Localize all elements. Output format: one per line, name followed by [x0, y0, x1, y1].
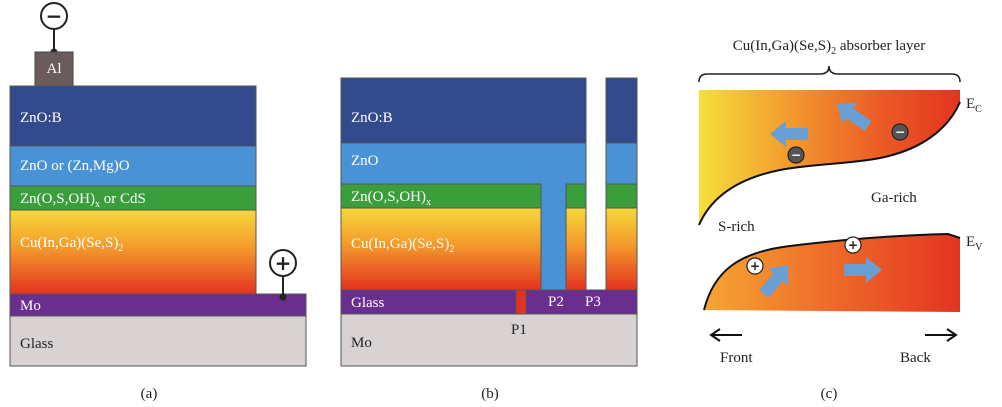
minus-symbol: −	[46, 4, 63, 28]
layer-zno	[9, 145, 257, 187]
b-layer-mo-right	[525, 289, 638, 315]
b-layer-glass	[340, 313, 638, 367]
b-layer-zno-b-right	[605, 77, 638, 144]
minus-terminal-icon	[40, 2, 68, 30]
absorber-title: Cu(In,Ga)(Se,S)2 absorber layer	[733, 38, 925, 57]
svg-text:−: −	[895, 125, 905, 139]
conduction-band-edge	[698, 101, 961, 226]
ga-rich-label: Ga-rich	[871, 190, 917, 206]
electron-1: −	[787, 146, 805, 164]
b-layer-buffer-label: Zn(O,S,OH)x	[351, 189, 431, 208]
back-label: Back	[900, 350, 931, 366]
layer-glass-label: Glass	[20, 336, 53, 352]
b-layer-mo-label: Glass	[351, 295, 384, 311]
b-p1-scribe-fill	[515, 289, 527, 315]
hole-2: +	[746, 257, 764, 275]
hole-icon	[844, 236, 862, 254]
layer-zno-b	[9, 85, 257, 147]
b-layer-absorber-label: Cu(In,Ga)(Se,S)2	[351, 236, 454, 255]
panel-a: − Al ZnO:B ZnO or (Zn,Mg)O Zn(O,S,OH)x o…	[9, 2, 307, 402]
scribe-p2-label: P2	[548, 294, 564, 310]
conduction-band-region	[699, 90, 960, 225]
electron-icon	[891, 123, 909, 141]
ec-label: EC	[966, 96, 982, 115]
panel-b: Mo Glass Cu(In,Ga)(Se,S)2 Zn(O,S,OH)x Zn…	[340, 77, 638, 402]
svg-text:−: −	[791, 148, 801, 162]
caption-b: (b)	[481, 386, 499, 402]
layer-zno-label: ZnO or (Zn,Mg)O	[20, 158, 130, 174]
scribe-p3-label: P3	[585, 294, 601, 310]
b-layer-absorber-right	[605, 207, 638, 291]
absorber-brace	[698, 65, 961, 83]
b-layer-glass-label: Mo	[351, 335, 372, 351]
caption-a: (a)	[141, 386, 158, 402]
layer-glass	[9, 315, 307, 367]
layer-mo	[9, 293, 307, 317]
b-layer-absorber-mid	[565, 207, 587, 291]
al-label: Al	[47, 61, 62, 77]
b-layer-buffer-mid	[565, 183, 587, 209]
b-layer-zno-b	[340, 77, 587, 144]
front-label: Front	[720, 350, 753, 366]
hole-icon	[746, 257, 764, 275]
layer-zno-b-label: ZnO:B	[20, 110, 62, 126]
b-layer-zno	[340, 142, 587, 291]
layer-absorber-label: Cu(In,Ga)(Se,S)2	[20, 235, 123, 254]
panel-c: Cu(In,Ga)(Se,S)2 absorber layer EC EV S-…	[698, 38, 983, 402]
plus-terminal-icon	[269, 249, 297, 277]
b-layer-buffer-right	[605, 183, 638, 209]
caption-c: (c)	[821, 386, 838, 402]
b-layer-zno-b-label: ZnO:B	[351, 110, 393, 126]
b-layer-zno-label: ZnO	[351, 153, 379, 169]
valence-band-edge	[703, 232, 961, 311]
b-layer-absorber-left	[340, 207, 542, 291]
plus-symbol: +	[275, 251, 292, 275]
svg-text:+: +	[848, 238, 858, 252]
ev-label: EV	[966, 234, 983, 253]
wire-node-bottom	[279, 293, 287, 301]
layer-absorber	[9, 209, 257, 295]
layer-mo-label: Mo	[20, 298, 41, 314]
front-arrow-icon	[709, 328, 742, 342]
hole-1: +	[844, 236, 862, 254]
electron-icon	[787, 146, 805, 164]
valence-band-region	[704, 234, 960, 312]
electron-2: −	[891, 123, 909, 141]
svg-text:+: +	[750, 259, 760, 273]
b-layer-zno-right	[605, 142, 638, 185]
layer-buffer-label: Zn(O,S,OH)x or CdS	[20, 191, 146, 210]
scribe-p1-label: P1	[511, 322, 527, 338]
back-arrow-icon	[925, 328, 958, 342]
s-rich-label: S-rich	[718, 219, 755, 235]
